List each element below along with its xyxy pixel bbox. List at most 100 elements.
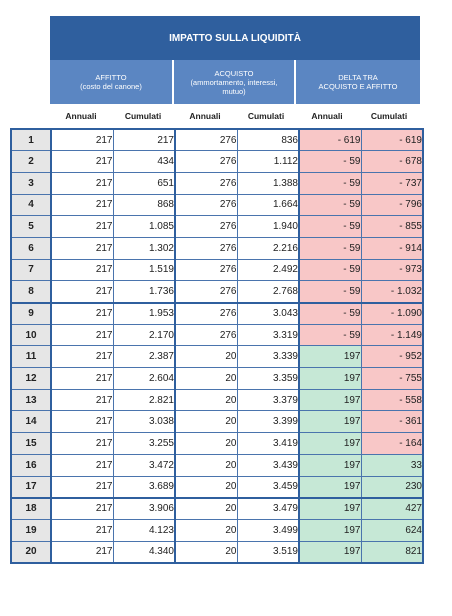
acquisto-annuali-cell: 276 — [174, 280, 238, 303]
acquisto-annuali-cell: 20 — [174, 410, 238, 434]
table-row: 15 217 3.255 20 3.419 197- 164 — [10, 432, 424, 455]
affitto-cumulati-cell: 3.689 — [112, 475, 176, 499]
subheader-delta-cumulati: Cumulati — [370, 111, 408, 121]
delta-cumulati-cell: - 678 — [360, 150, 424, 173]
acquisto-cumulati-cell: 3.339 — [236, 345, 300, 369]
delta-cumulati-cell: - 361 — [360, 410, 424, 434]
acquisto-cumulati-cell: 3.479 — [236, 496, 300, 520]
delta-annuali-cell: 197 — [298, 410, 362, 434]
table-row: 3 217 651 276 1.388- 59- 737 — [10, 171, 424, 195]
affitto-cumulati-cell: 2.821 — [112, 388, 176, 412]
table-row: 5 217 1.085 276 1.940- 59- 855 — [10, 215, 424, 238]
year-cell: 2 — [10, 150, 52, 173]
acquisto-annuali-cell: 276 — [174, 258, 238, 282]
acquisto-cumulati-cell: 3.459 — [236, 475, 300, 499]
affitto-cumulati-cell: 3.906 — [112, 496, 176, 520]
acquisto-cumulati-cell: 3.419 — [236, 432, 300, 455]
affitto-annuali-cell: 217 — [50, 280, 114, 303]
table-row: 19 217 4.123 20 3.499 197 624 — [10, 518, 424, 542]
affitto-cumulati-cell: 651 — [112, 171, 176, 195]
acquisto-annuali-cell: 276 — [174, 301, 238, 325]
affitto-annuali-cell: 217 — [50, 171, 114, 195]
year-cell: 20 — [10, 540, 52, 564]
affitto-cumulati-cell: 1.085 — [112, 215, 176, 238]
delta-annuali-cell: 197 — [298, 475, 362, 499]
delta-cumulati-cell: - 1.090 — [360, 301, 424, 325]
affitto-annuali-cell: 217 — [50, 215, 114, 238]
delta-annuali-cell: - 59 — [298, 280, 362, 303]
delta-cumulati-cell: - 952 — [360, 345, 424, 369]
affitto-cumulati-cell: 2.604 — [112, 367, 176, 390]
acquisto-annuali-cell: 20 — [174, 367, 238, 390]
group-header-acquisto: ACQUISTO (ammortamento, interessi, mutuo) — [174, 60, 296, 104]
year-cell: 14 — [10, 410, 52, 434]
affitto-annuali-cell: 217 — [50, 453, 114, 477]
affitto-annuali-cell: 217 — [50, 432, 114, 455]
delta-annuali-cell: 197 — [298, 518, 362, 542]
acquisto-annuali-cell: 20 — [174, 432, 238, 455]
acquisto-annuali-cell: 276 — [174, 236, 238, 260]
table-row: 14 217 3.038 20 3.399 197- 361 — [10, 410, 424, 434]
subheader-affitto-cumulati: Cumulati — [124, 111, 162, 121]
delta-cumulati-cell: 427 — [360, 496, 424, 520]
delta-cumulati-cell: - 558 — [360, 388, 424, 412]
delta-cumulati-cell: - 1.032 — [360, 280, 424, 303]
group-header-line2: (costo del canone) — [80, 82, 142, 91]
year-cell: 4 — [10, 193, 52, 217]
acquisto-cumulati-cell: 836 — [236, 128, 300, 152]
year-cell: 10 — [10, 323, 52, 347]
affitto-cumulati-cell: 868 — [112, 193, 176, 217]
delta-cumulati-cell: - 755 — [360, 367, 424, 390]
acquisto-cumulati-cell: 3.439 — [236, 453, 300, 477]
table-row: 17 217 3.689 20 3.459 197 230 — [10, 475, 424, 499]
year-cell: 8 — [10, 280, 52, 303]
acquisto-annuali-cell: 20 — [174, 453, 238, 477]
group-header-line1: DELTA TRA — [338, 73, 378, 82]
subheader-acquisto-annuali: Annuali — [189, 111, 221, 121]
affitto-annuali-cell: 217 — [50, 193, 114, 217]
affitto-annuali-cell: 217 — [50, 323, 114, 347]
year-cell: 18 — [10, 496, 52, 520]
acquisto-annuali-cell: 276 — [174, 171, 238, 195]
delta-annuali-cell: - 59 — [298, 323, 362, 347]
affitto-cumulati-cell: 434 — [112, 150, 176, 173]
table-row: 9 217 1.953 276 3.043- 59- 1.090 — [10, 301, 424, 325]
acquisto-annuali-cell: 20 — [174, 475, 238, 499]
acquisto-annuali-cell: 20 — [174, 388, 238, 412]
delta-annuali-cell: - 59 — [298, 258, 362, 282]
table-row: 10 217 2.170 276 3.319- 59- 1.149 — [10, 323, 424, 347]
affitto-cumulati-cell: 1.302 — [112, 236, 176, 260]
table-row: 4 217 868 276 1.664- 59- 796 — [10, 193, 424, 217]
delta-cumulati-cell: - 737 — [360, 171, 424, 195]
delta-cumulati-cell: 230 — [360, 475, 424, 499]
affitto-annuali-cell: 217 — [50, 496, 114, 520]
affitto-cumulati-cell: 3.038 — [112, 410, 176, 434]
table-row: 16 217 3.472 20 3.439 197 33 — [10, 453, 424, 477]
delta-cumulati-cell: 821 — [360, 540, 424, 564]
liquidity-table: 1 217 217 276 836- 619- 619 2 217 434 276 1.112- … — [10, 128, 424, 564]
table-title: IMPATTO SULLA LIQUIDITÀ — [50, 16, 420, 60]
acquisto-cumulati-cell: 3.379 — [236, 388, 300, 412]
table-row: 6 217 1.302 276 2.216- 59- 914 — [10, 236, 424, 260]
delta-annuali-cell: - 59 — [298, 301, 362, 325]
acquisto-annuali-cell: 20 — [174, 518, 238, 542]
year-cell: 5 — [10, 215, 52, 238]
acquisto-cumulati-cell: 2.768 — [236, 280, 300, 303]
year-cell: 6 — [10, 236, 52, 260]
acquisto-cumulati-cell: 2.492 — [236, 258, 300, 282]
affitto-cumulati-cell: 1.953 — [112, 301, 176, 325]
group-header-affitto: AFFITTO (costo del canone) — [50, 60, 174, 104]
affitto-cumulati-cell: 3.255 — [112, 432, 176, 455]
acquisto-cumulati-cell: 3.319 — [236, 323, 300, 347]
acquisto-annuali-cell: 276 — [174, 128, 238, 152]
affitto-annuali-cell: 217 — [50, 518, 114, 542]
acquisto-cumulati-cell: 3.519 — [236, 540, 300, 564]
affitto-annuali-cell: 217 — [50, 540, 114, 564]
affitto-annuali-cell: 217 — [50, 410, 114, 434]
affitto-annuali-cell: 217 — [50, 388, 114, 412]
acquisto-cumulati-cell: 3.399 — [236, 410, 300, 434]
delta-annuali-cell: - 59 — [298, 215, 362, 238]
group-header-line1: ACQUISTO — [214, 68, 254, 78]
affitto-annuali-cell: 217 — [50, 258, 114, 282]
delta-annuali-cell: 197 — [298, 540, 362, 564]
